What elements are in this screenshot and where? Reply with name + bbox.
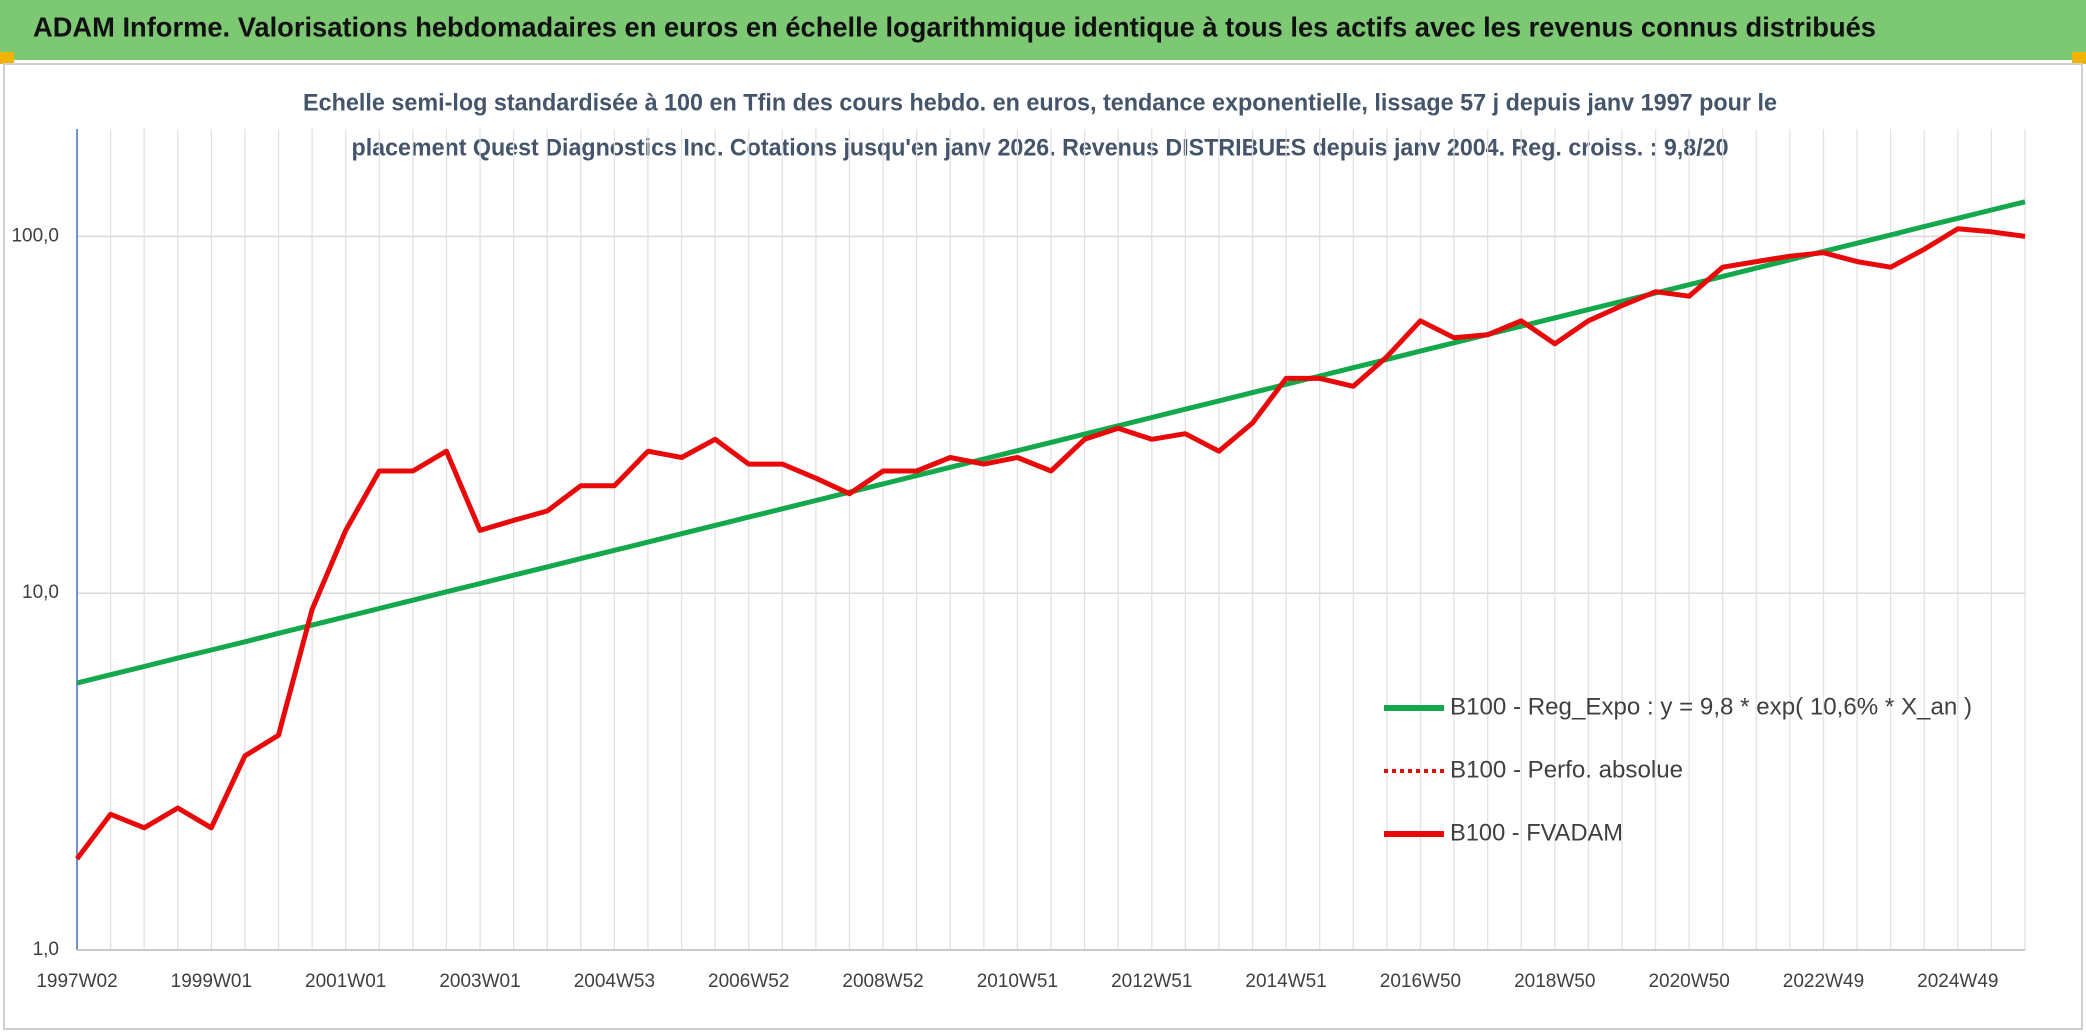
y-tick-label: 100,0 [11, 225, 59, 246]
x-tick-label: 2020W50 [1648, 971, 1729, 992]
x-tick-label: 2018W50 [1514, 971, 1595, 992]
header-bar [0, 0, 2086, 60]
legend-label: B100 - FVADAM [1450, 819, 1623, 846]
series-line [76, 199, 2026, 686]
x-tick-label: 2012W51 [1111, 971, 1192, 992]
legend-label: B100 - Perfo. absolue [1450, 756, 1683, 783]
y-tick-label: 1,0 [33, 939, 59, 960]
x-tick-label: 2022W49 [1783, 971, 1864, 992]
x-tick-label: 2014W51 [1245, 971, 1326, 992]
x-tick-label: 2016W50 [1380, 971, 1461, 992]
x-tick-label: 2003W01 [439, 971, 520, 992]
series-line [75, 226, 2026, 861]
legend-label: B100 - Reg_Expo : y = 9,8 * exp( 10,6% *… [1450, 693, 1972, 720]
x-tick-label: 1997W02 [36, 971, 117, 992]
x-tick-label: 2006W52 [708, 971, 789, 992]
x-tick-label: 2010W51 [977, 971, 1058, 992]
x-tick-label: 1999W01 [171, 971, 252, 992]
x-tick-label: 2008W52 [842, 971, 923, 992]
y-tick-label: 10,0 [22, 582, 59, 603]
x-tick-label: 2004W53 [574, 971, 655, 992]
header-title: ADAM Informe. Valorisations hebdomadaire… [33, 11, 1876, 42]
x-tick-label: 2024W49 [1917, 971, 1998, 992]
corner-mark [2072, 52, 2086, 64]
chart-border [3, 63, 2083, 1030]
chart-title: Echelle semi-log standardisée à 100 en T… [303, 89, 1777, 116]
corner-mark [0, 52, 14, 64]
x-tick-label: 2001W01 [305, 971, 386, 992]
chart-title: placement Quest Diagnostics Inc. Cotatio… [352, 134, 1729, 161]
